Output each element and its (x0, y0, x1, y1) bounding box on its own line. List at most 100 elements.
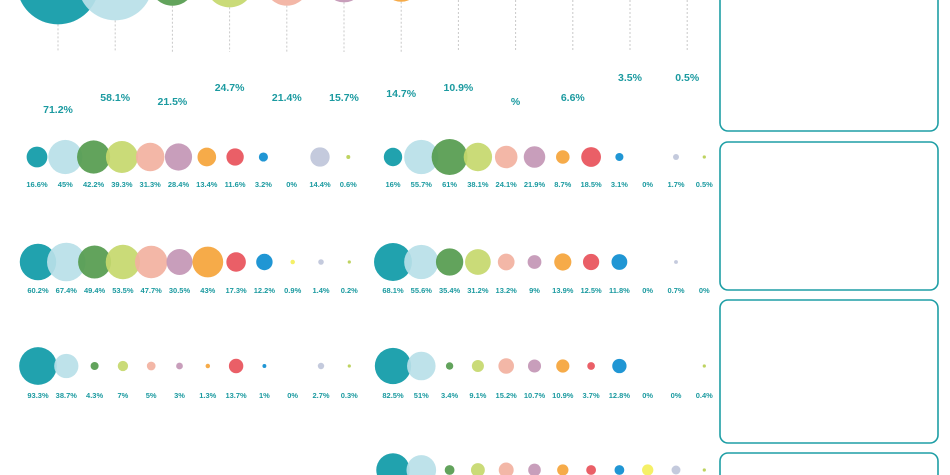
bubble (673, 154, 679, 160)
data-label: 11.8% (609, 286, 630, 295)
bubble (19, 243, 57, 281)
bubble (406, 455, 437, 475)
bubble (642, 464, 654, 475)
data-label: 16% (385, 180, 400, 189)
data-label: 4.3% (86, 391, 103, 400)
bubble (256, 253, 273, 271)
data-label: 30.5% (169, 286, 191, 295)
bubble (376, 453, 410, 475)
bubble (557, 464, 569, 475)
data-label: 0.2% (341, 286, 358, 295)
data-label: 0.7% (667, 286, 684, 295)
bubble (105, 141, 138, 173)
data-label: 58.1% (100, 92, 130, 104)
data-label: 0% (671, 391, 682, 400)
bubble (612, 358, 627, 374)
data-label: 93.3% (27, 391, 49, 400)
data-label: 16.6% (26, 180, 48, 189)
bubble (498, 358, 514, 374)
bubble (197, 147, 217, 167)
data-label: 10.9% (444, 82, 474, 94)
bubble (498, 462, 514, 475)
bubble (105, 244, 141, 280)
data-label: 15.2% (496, 391, 518, 400)
data-label: 0.5% (675, 72, 700, 84)
bubble (346, 155, 351, 159)
bubble (205, 363, 211, 369)
bubble (77, 140, 111, 174)
data-label: 49.4% (84, 286, 106, 295)
bubble (393, 0, 410, 2)
data-label: 10.9% (552, 391, 574, 400)
data-label: 3.5% (618, 72, 643, 84)
bubble (81, 0, 149, 21)
data-label: 55.7% (411, 180, 433, 189)
bubble (20, 0, 96, 25)
bubble (226, 252, 246, 272)
bubble (157, 0, 188, 6)
bubble (674, 260, 678, 264)
bubble (318, 259, 324, 265)
bubble (494, 145, 518, 169)
bubble (702, 364, 706, 368)
data-label: 1.7% (667, 180, 684, 189)
data-label: 3.7% (583, 391, 600, 400)
data-label: 3.4% (441, 391, 458, 400)
side-panel (719, 452, 939, 475)
data-label: 1.3% (199, 391, 216, 400)
data-label: 13.4% (196, 180, 218, 189)
bubble (90, 361, 99, 371)
bubble (146, 361, 156, 371)
bubble (226, 148, 244, 166)
bubble (444, 465, 455, 475)
bubble (48, 139, 83, 175)
data-label: 61% (442, 180, 457, 189)
data-label: 17.3% (225, 286, 247, 295)
data-label: 12.2% (254, 286, 276, 295)
bubble (497, 253, 515, 271)
data-label: 13.2% (496, 286, 518, 295)
bubble (523, 146, 546, 168)
data-label: 31.2% (467, 286, 489, 295)
data-label: 14.4% (309, 180, 331, 189)
bubble (702, 468, 706, 472)
data-label: 38.7% (56, 391, 78, 400)
data-label: 11.6% (225, 180, 246, 189)
data-label: 71.2% (43, 104, 73, 116)
bubble (586, 465, 596, 475)
bubble (463, 142, 493, 172)
data-label: 0% (287, 391, 298, 400)
bubble (407, 351, 436, 381)
data-label: 31.3% (140, 180, 162, 189)
data-label: 14.7% (386, 88, 416, 100)
bubble (347, 364, 351, 368)
bubble (166, 249, 193, 275)
bubble (527, 359, 542, 373)
data-label: 35.4% (439, 286, 461, 295)
bubble (374, 243, 412, 281)
bubble (164, 143, 193, 171)
data-label: 6.6% (561, 92, 586, 104)
data-label: 0% (699, 286, 710, 295)
data-label: 68.1% (382, 286, 404, 295)
bubble (192, 246, 224, 278)
bubble (587, 362, 595, 370)
data-label: 55.6% (411, 286, 433, 295)
bubble (671, 465, 681, 475)
data-label: 0% (642, 391, 653, 400)
bubble (615, 152, 624, 162)
data-label: 53.5% (112, 286, 134, 295)
bubble (445, 362, 454, 370)
bubble (334, 0, 354, 3)
side-panel (719, 299, 939, 444)
bubble (19, 347, 57, 385)
data-label: 24.7% (215, 82, 245, 94)
data-label: 3.2% (255, 180, 272, 189)
bubble (404, 244, 439, 280)
data-label: 21.9% (524, 180, 546, 189)
bubble (556, 359, 570, 373)
bubble (527, 255, 542, 269)
bubble (702, 155, 706, 159)
bubble (614, 465, 625, 475)
